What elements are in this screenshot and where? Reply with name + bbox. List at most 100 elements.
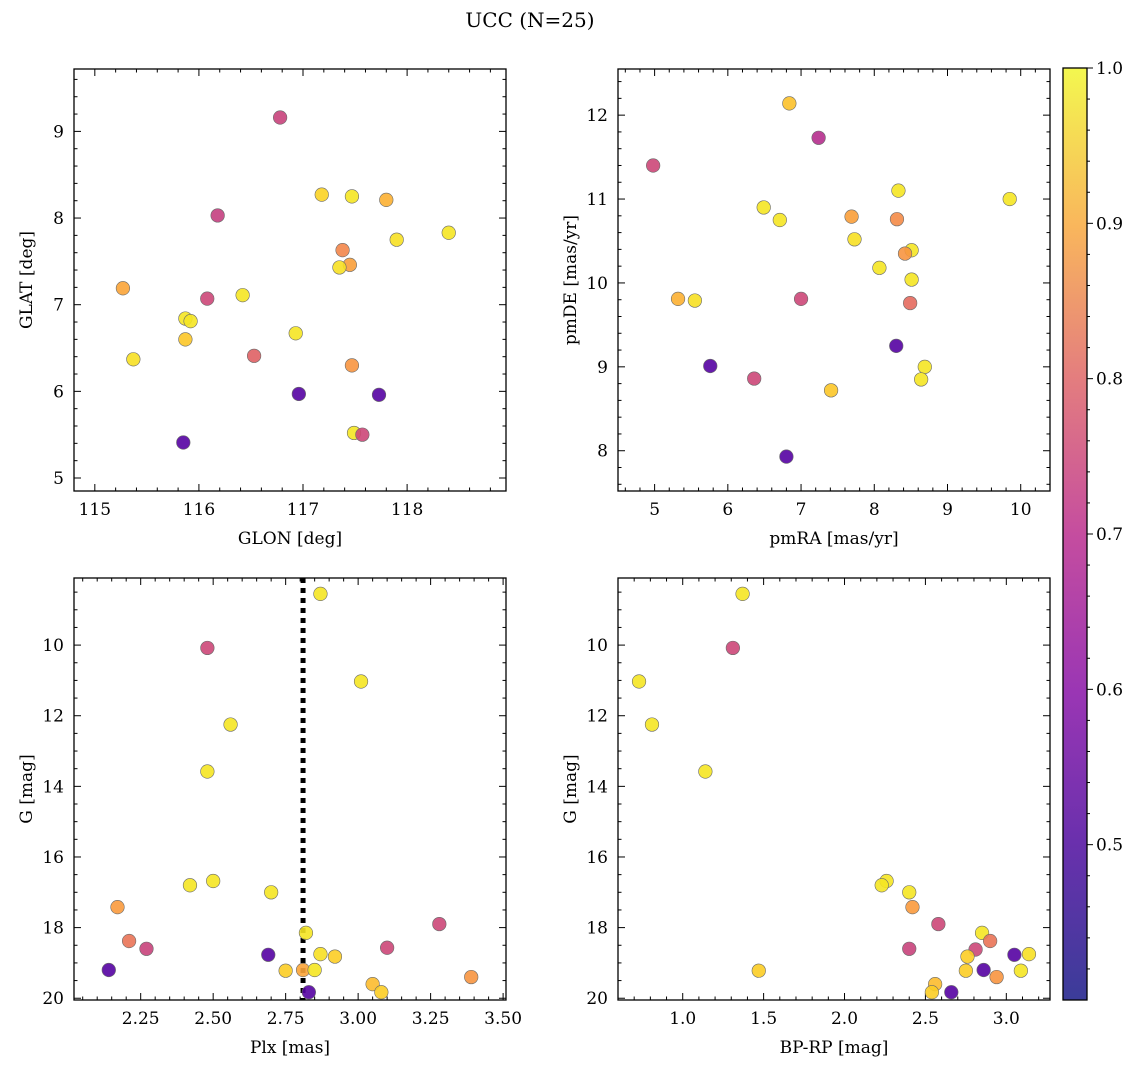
x-tick-label: 3.00	[339, 1009, 377, 1029]
data-point	[1007, 947, 1022, 962]
data-point	[811, 130, 826, 145]
data-point	[298, 925, 314, 941]
data-point	[223, 717, 238, 732]
x-tick-label: 115	[79, 500, 111, 520]
data-point	[1013, 963, 1028, 978]
data-point	[1021, 946, 1037, 962]
data-point	[779, 449, 794, 464]
data-points	[115, 110, 456, 450]
data-point	[872, 260, 887, 275]
data-point	[380, 940, 395, 955]
data-point	[902, 941, 917, 956]
x-tick-label: 2.50	[194, 1009, 232, 1029]
y-tick-label: 8	[53, 209, 64, 229]
y-axis-label: GLAT [deg]	[17, 231, 37, 329]
data-point	[139, 941, 154, 956]
y-tick-label: 5	[53, 469, 64, 489]
data-point	[844, 209, 859, 224]
data-point	[313, 586, 328, 601]
y-axis-label: G [mag]	[17, 754, 37, 823]
x-tick-label: 1.5	[750, 1009, 777, 1029]
data-point	[646, 158, 661, 173]
data-point	[344, 189, 360, 204]
x-tick-label: 2.25	[122, 1009, 160, 1029]
x-tick-label: 2.0	[831, 1009, 858, 1029]
data-point	[301, 985, 316, 1000]
data-point	[782, 96, 797, 111]
y-tick-label: 10	[42, 636, 64, 656]
data-point	[374, 985, 389, 1000]
y-tick-label: 14	[586, 777, 608, 797]
data-point	[210, 208, 225, 223]
data-point	[897, 246, 913, 261]
data-point	[200, 291, 215, 306]
y-tick-label: 10	[586, 274, 608, 294]
y-tick-label: 14	[42, 777, 64, 797]
axes-frame	[617, 68, 1051, 492]
y-tick-label: 18	[42, 919, 64, 939]
colorbar-gradient	[1062, 67, 1088, 1001]
data-point	[756, 200, 771, 215]
y-tick-label: 12	[586, 707, 608, 727]
x-tick-label: 10	[1010, 500, 1032, 520]
data-point	[264, 885, 279, 900]
x-axis-label: Plx [mas]	[250, 1038, 330, 1058]
data-point	[379, 192, 394, 207]
data-point	[725, 640, 740, 656]
data-point	[121, 933, 137, 949]
data-point	[891, 183, 906, 198]
colorbar-tick-label: 0.6	[1096, 680, 1123, 700]
x-axis-label: GLON [deg]	[238, 529, 342, 549]
data-point	[976, 962, 991, 978]
data-point	[115, 281, 131, 296]
data-point	[288, 326, 303, 341]
data-point	[703, 358, 718, 374]
y-tick-label: 12	[42, 707, 64, 727]
data-point	[874, 878, 889, 893]
data-point	[200, 764, 215, 779]
x-tick-label: 5	[649, 500, 660, 520]
data-point	[904, 272, 919, 287]
data-point	[1002, 191, 1017, 207]
data-point	[917, 359, 932, 374]
x-tick-label: 7	[796, 500, 807, 520]
data-point	[989, 969, 1004, 985]
scatter-panel-3: 2.25 2.50 2.75 3.00 3.25 3.50 10 12 14 16 18 20 Plx …	[17, 577, 522, 1058]
data-point	[182, 878, 198, 893]
data-point	[332, 260, 347, 275]
data-point	[126, 352, 141, 367]
colorbar-tick-label: 0.9	[1096, 214, 1123, 234]
data-point	[101, 962, 116, 978]
data-point	[278, 963, 293, 978]
y-tick-label: 12	[586, 106, 608, 126]
x-tick-label: 3.50	[484, 1009, 522, 1029]
data-point	[960, 949, 975, 964]
data-point	[902, 885, 917, 900]
x-axis-label: pmRA [mas/yr]	[769, 529, 898, 549]
scatter-panel-1: 115 116 117 118 5 6 7 8 9 GLON [deg] GLAT [deg]	[17, 68, 507, 549]
y-tick-label: 18	[586, 919, 608, 939]
y-tick-label: 8	[597, 442, 608, 462]
x-tick-label: 6	[722, 500, 733, 520]
axes-frame	[73, 577, 507, 1001]
data-point	[371, 387, 387, 402]
data-point	[924, 985, 939, 1000]
colorbar-tick-label: 1.0	[1096, 59, 1123, 79]
data-point	[110, 900, 125, 915]
data-point	[335, 243, 350, 258]
data-points	[646, 96, 1017, 464]
y-tick-label: 11	[586, 190, 608, 210]
colorbar-tick-label: 0.5	[1096, 836, 1123, 856]
data-point	[644, 717, 660, 732]
colorbar: 0.5 0.6 0.7 0.8 0.9 1.0	[1062, 59, 1123, 1001]
axes-frame	[617, 577, 1051, 1001]
x-tick-label: 2.5	[912, 1009, 939, 1029]
x-tick-label: 1.0	[669, 1009, 696, 1029]
x-tick-label: 3.0	[993, 1009, 1020, 1029]
data-point	[206, 873, 221, 889]
data-point	[200, 640, 215, 656]
data-point	[183, 314, 198, 329]
y-tick-label: 6	[53, 382, 64, 402]
x-tick-label: 116	[183, 500, 215, 520]
